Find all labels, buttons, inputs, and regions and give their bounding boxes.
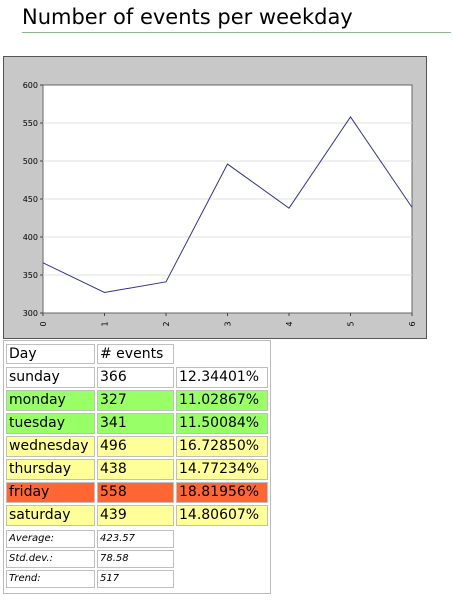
header-events: # events (97, 344, 174, 364)
table-cell-percent: 14.77234% (176, 459, 268, 480)
table-cell-events: 496 (97, 436, 174, 457)
x-tick-label: 5 (347, 321, 356, 326)
line-chart: 300 350 400 450 500 550 600 0 1 2 3 4 5 6 (3, 56, 427, 339)
x-tick-label: 1 (101, 321, 110, 326)
y-tick-label: 400 (23, 233, 38, 242)
y-tick-label: 450 (23, 195, 38, 204)
table-cell-events: 341 (97, 413, 174, 434)
y-tick-label: 300 (23, 309, 38, 318)
table-cell-day: monday (6, 390, 95, 411)
table-cell-day: sunday (6, 367, 95, 388)
stat-value: 423.57 (97, 530, 174, 548)
page-title: Number of events per weekday (22, 5, 353, 29)
table-cell-events: 558 (97, 482, 174, 503)
stat-value: 78.58 (97, 550, 174, 568)
x-tick-label: 6 (408, 321, 417, 326)
y-tick-label: 550 (23, 119, 38, 128)
table-cell-events: 327 (97, 390, 174, 411)
series-line (42, 116, 413, 294)
table-cell-events: 438 (97, 459, 174, 480)
table-cell-day: thursday (6, 459, 95, 480)
table-cell-percent: 14.80607% (176, 505, 268, 526)
table-cell-events: 439 (97, 505, 174, 526)
table-cell-percent: 18.81956% (176, 482, 268, 503)
table-cell-day: wednesday (6, 436, 95, 457)
table-cell-percent: 11.02867% (176, 390, 268, 411)
table-cell-events: 366 (97, 367, 174, 388)
table-cell-percent: 16.72850% (176, 436, 268, 457)
table-cell-day: tuesday (6, 413, 95, 434)
stat-value: 517 (97, 570, 174, 588)
stat-label: Average: (6, 530, 95, 548)
table-cell-percent: 11.50084% (176, 413, 268, 434)
x-tick-label: 2 (162, 321, 171, 326)
table-cell-day: friday (6, 482, 95, 503)
stat-label: Std.dev.: (6, 550, 95, 568)
table-cell-day: saturday (6, 505, 95, 526)
chart-svg: 300 350 400 450 500 550 600 0 1 2 3 4 5 6 (23, 81, 417, 327)
y-tick-label: 600 (23, 81, 38, 90)
events-table: Day # events sunday 366 12.34401% monday 327… (3, 340, 271, 594)
x-tick-label: 4 (285, 321, 294, 326)
table-cell-percent: 12.34401% (176, 367, 268, 388)
grid-lines (43, 122, 412, 276)
x-tick-label: 0 (39, 321, 48, 326)
title-underline (22, 32, 451, 33)
x-tick-label: 3 (224, 321, 233, 326)
header-day: Day (6, 344, 95, 364)
x-axis-ticks: 0 1 2 3 4 5 6 (39, 313, 417, 327)
y-tick-label: 350 (23, 271, 38, 280)
y-axis-ticks: 300 350 400 450 500 550 600 (23, 81, 43, 318)
y-tick-label: 500 (23, 157, 38, 166)
stat-label: Trend: (6, 570, 95, 588)
